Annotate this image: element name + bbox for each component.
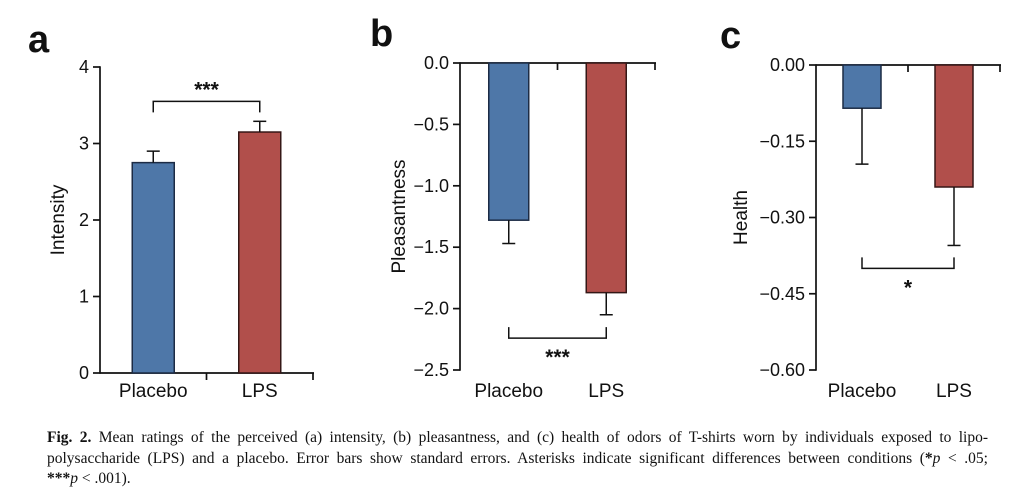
caption-line-2: polysaccharide (LPS) and a placebo. Erro…	[47, 449, 988, 470]
y-tick-label: 3	[79, 134, 89, 154]
y-tick-label: −0.45	[759, 284, 805, 304]
figure-caption: Fig. 2. Mean ratings of the perceived (a…	[47, 428, 988, 490]
significance-bracket	[152, 100, 261, 113]
caption-text: < .001).	[78, 470, 131, 487]
y-axis-title: Intensity	[48, 184, 69, 255]
x-category-label-placebo: Placebo	[828, 381, 897, 402]
pleasantness-bar-chart: 0.0 −0.5 −1.0 −1.5 −2.0 −2.5 Pleasantness Place…	[389, 53, 656, 402]
caption-italic-p: p	[932, 449, 941, 467]
y-tick-label: 0.0	[424, 53, 449, 73]
bar-lps	[585, 62, 627, 294]
caption-text: < .05;	[940, 449, 988, 467]
significance-stars: *	[904, 276, 913, 299]
x-category-label-placebo: Placebo	[474, 381, 543, 402]
figure-panels: 4 3 2 1 0 Intensity Placebo LPS *** a 0.0 −0.5 −1.…	[0, 0, 1034, 420]
y-tick-label: −1.5	[413, 237, 449, 257]
panel-a: 4 3 2 1 0 Intensity Placebo LPS *** a	[0, 0, 345, 420]
y-tick-label: −0.30	[759, 208, 805, 228]
y-tick-label: −0.15	[759, 131, 805, 151]
y-tick-label: 0.00	[770, 55, 805, 75]
panel-c-letter: c	[720, 15, 742, 57]
y-axis-title: Health	[731, 190, 752, 245]
caption-bold-text: ***	[47, 470, 71, 487]
caption-italic-p: p	[70, 470, 78, 487]
panel-b: 0.0 −0.5 −1.0 −1.5 −2.0 −2.5 Pleasantness Place…	[345, 0, 690, 420]
significance-bracket	[861, 257, 955, 270]
caption-text: Mean ratings of the perceived (a) intens…	[91, 429, 988, 446]
significance-stars: ***	[545, 346, 570, 369]
caption-bold-text: Fig. 2.	[47, 429, 92, 446]
bar-placebo	[131, 161, 175, 374]
significance-stars: ***	[194, 78, 219, 101]
y-tick-label: 2	[79, 210, 89, 230]
bar-lps	[238, 131, 282, 374]
x-category-label-lps: LPS	[936, 381, 972, 402]
y-axis-title: Pleasantness	[389, 159, 410, 273]
bar-placebo	[842, 64, 882, 109]
y-tick-label: 1	[79, 287, 89, 307]
bar-lps	[934, 64, 974, 188]
y-tick-label: −2.5	[413, 360, 449, 380]
caption-bold-text: *	[924, 449, 933, 467]
health-bar-chart: 0.00 −0.15 −0.30 −0.45 −0.60 Health Placebo LPS…	[731, 55, 1001, 402]
y-tick-label: −0.5	[413, 114, 449, 134]
x-category-label-placebo: Placebo	[119, 381, 188, 402]
y-tick-label: 4	[79, 57, 89, 77]
bar-placebo	[488, 62, 530, 221]
significance-bracket	[508, 327, 607, 339]
caption-text: polysaccharide (LPS) and a placebo. Erro…	[47, 449, 925, 467]
intensity-bar-chart: 4 3 2 1 0 Intensity Placebo LPS ***	[48, 57, 314, 402]
y-tick-label: 0	[79, 363, 89, 383]
y-tick-label: −2.0	[413, 299, 449, 319]
y-tick-label: −0.60	[759, 360, 805, 380]
y-tick-label: −1.0	[413, 176, 449, 196]
x-category-label-lps: LPS	[588, 381, 624, 402]
caption-line-3: ***p < .001).	[47, 469, 988, 490]
x-category-label-lps: LPS	[242, 381, 278, 402]
panel-b-letter: b	[370, 13, 394, 55]
panel-a-letter: a	[28, 19, 50, 61]
panel-c: 0.00 −0.15 −0.30 −0.45 −0.60 Health Placebo LPS…	[690, 0, 1034, 420]
caption-line-1: Fig. 2. Mean ratings of the perceived (a…	[47, 428, 988, 449]
